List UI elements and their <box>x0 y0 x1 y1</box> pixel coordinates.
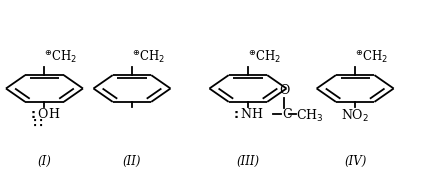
Text: NO$_2$: NO$_2$ <box>340 107 368 124</box>
Text: (I): (I) <box>37 155 51 168</box>
Text: $\bf{:}$OH: $\bf{:}$OH <box>28 107 60 121</box>
Text: $^{\oplus}$CH$_2$: $^{\oplus}$CH$_2$ <box>354 48 387 65</box>
Text: $^{\oplus}$CH$_2$: $^{\oplus}$CH$_2$ <box>131 48 164 65</box>
Text: $^{\oplus}$CH$_2$: $^{\oplus}$CH$_2$ <box>44 48 77 65</box>
Text: $^{\oplus}$CH$_2$: $^{\oplus}$CH$_2$ <box>247 48 280 65</box>
Text: CH$_3$: CH$_3$ <box>295 108 323 124</box>
Text: O: O <box>279 84 289 97</box>
Text: $\bf{\cdot\cdot}$: $\bf{\cdot\cdot}$ <box>32 115 43 124</box>
Text: (II): (II) <box>123 155 141 168</box>
Text: (III): (III) <box>236 155 259 168</box>
Text: $\bf{\cdot\cdot}$: $\bf{\cdot\cdot}$ <box>32 120 43 130</box>
Text: C: C <box>282 108 291 121</box>
Text: (IV): (IV) <box>343 155 366 168</box>
Text: $\bf{:}$NH: $\bf{:}$NH <box>231 107 264 121</box>
